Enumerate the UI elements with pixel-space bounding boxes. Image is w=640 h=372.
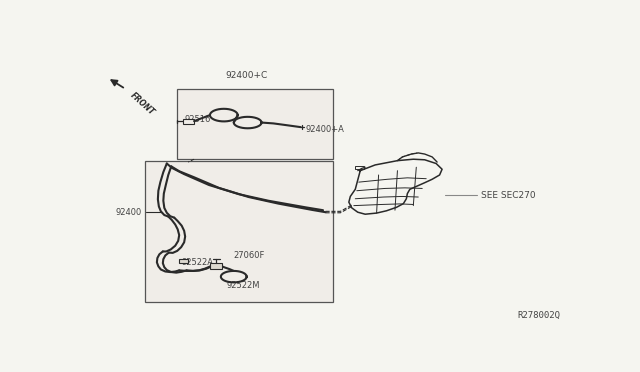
Text: 92516: 92516 <box>184 115 211 124</box>
Text: 92400+A: 92400+A <box>306 125 344 134</box>
Text: 92400: 92400 <box>115 208 141 217</box>
Bar <box>179 259 188 263</box>
Bar <box>183 119 194 124</box>
Text: FRONT: FRONT <box>129 91 156 117</box>
Bar <box>177 89 333 159</box>
Bar <box>145 161 333 302</box>
Bar <box>211 263 222 269</box>
Text: R278002Q: R278002Q <box>517 311 560 320</box>
Bar <box>355 166 364 169</box>
Text: SEE SEC270: SEE SEC270 <box>481 190 536 199</box>
Text: 92522M: 92522M <box>227 281 260 290</box>
Text: 92522A: 92522A <box>182 259 214 267</box>
Text: 27060F: 27060F <box>234 251 265 260</box>
Text: 92400+C: 92400+C <box>225 71 268 80</box>
